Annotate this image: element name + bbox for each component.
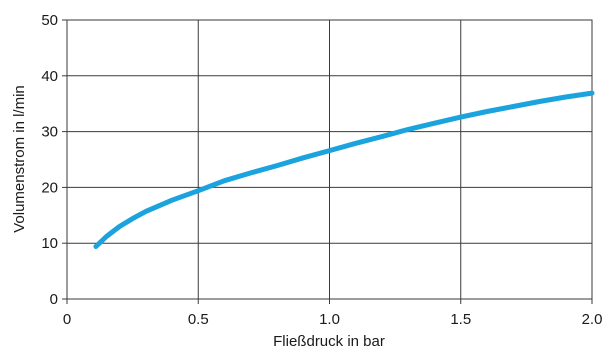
x-tick-label: 2.0	[582, 311, 603, 328]
y-tick-label: 30	[41, 124, 58, 141]
series-layer	[93, 90, 595, 249]
y-tick-label: 40	[41, 68, 58, 85]
grid	[67, 20, 592, 299]
y-axis-title: Volumenstrom in l/min	[11, 85, 28, 233]
x-axis-title: Fließdruck in bar	[273, 333, 385, 350]
x-tick-label: 1.0	[319, 311, 340, 328]
x-axis: 0 0.5 1.0 1.5 2.0	[63, 299, 603, 328]
y-axis: 0 10 20 30 40 50	[41, 12, 67, 308]
y-tick-label: 50	[41, 12, 58, 29]
x-tick-label: 0	[63, 311, 71, 328]
y-tick-label: 0	[50, 291, 58, 308]
x-tick-label: 1.5	[450, 311, 471, 328]
y-tick-label: 20	[41, 179, 58, 196]
x-tick-label: 0.5	[188, 311, 209, 328]
series-line	[93, 90, 595, 249]
y-tick-label: 10	[41, 235, 58, 252]
